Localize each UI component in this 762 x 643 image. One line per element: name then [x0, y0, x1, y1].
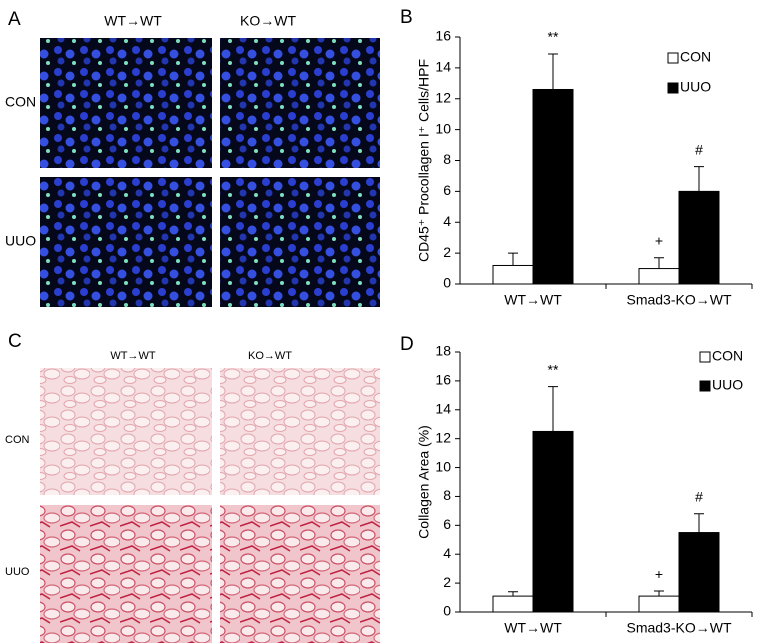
micrograph	[220, 177, 380, 307]
y-tick-label: 6	[443, 182, 451, 198]
y-tick-label: 12	[435, 429, 451, 445]
y-tick-label: 4	[443, 213, 451, 229]
x-tick-label: Smad3-KO→WT	[626, 292, 731, 308]
y-tick-label: 8	[443, 151, 451, 167]
row-label: UUO	[5, 233, 36, 249]
bar	[678, 532, 720, 613]
row-label: CON	[5, 94, 36, 110]
legend-label: CON	[712, 348, 743, 364]
significance-mark: #	[695, 488, 703, 504]
error-bar	[694, 513, 704, 533]
bar	[492, 264, 534, 285]
panel-label: A	[8, 9, 21, 30]
column-label: KO→WT	[248, 350, 292, 362]
bar	[638, 268, 680, 285]
row-label: UUO	[5, 566, 30, 578]
y-tick-label: 16	[435, 28, 451, 44]
x-tick-label: Smad3-KO→WT	[626, 620, 731, 636]
bar	[678, 190, 720, 285]
significance-mark: +	[655, 566, 663, 582]
error-bar	[508, 252, 518, 266]
x-tick-label: WT→WT	[504, 620, 562, 636]
y-tick-label: 16	[435, 372, 451, 388]
column-label: KO→WT	[240, 13, 296, 29]
micrograph	[40, 368, 212, 495]
panel-label: D	[400, 334, 414, 355]
y-tick-label: 4	[443, 545, 451, 561]
bar	[492, 595, 534, 613]
bar	[532, 88, 574, 285]
micrograph	[40, 505, 212, 643]
y-tick-label: 6	[443, 516, 451, 532]
error-bar	[694, 166, 704, 192]
legend-swatch	[699, 380, 711, 392]
micrograph	[40, 177, 212, 307]
y-axis-label: Collagen Area (%)	[416, 425, 432, 539]
micrograph	[220, 505, 380, 643]
micrograph	[220, 368, 380, 495]
row-label: CON	[5, 434, 30, 446]
y-tick-label: 10	[435, 120, 451, 136]
y-tick-label: 2	[443, 574, 451, 590]
bar	[638, 595, 680, 613]
error-bar	[508, 591, 518, 597]
legend-swatch	[667, 82, 679, 94]
y-tick-label: 12	[435, 89, 451, 105]
legend-swatch	[667, 52, 679, 64]
legend-label: UUO	[680, 79, 711, 95]
panel-label: C	[8, 331, 22, 352]
y-axis-label: CD45⁺ Procollagen I⁺ Cells/HPF	[416, 59, 432, 262]
legend-label: UUO	[712, 377, 743, 393]
y-tick-label: 0	[443, 275, 451, 291]
bar	[532, 430, 574, 613]
column-label: WT→WT	[104, 13, 162, 29]
error-bar	[654, 590, 664, 597]
y-tick-label: 14	[435, 400, 451, 416]
significance-mark: **	[548, 29, 559, 45]
significance-mark: #	[695, 141, 703, 157]
y-tick-label: 2	[443, 244, 451, 260]
y-tick-label: 18	[435, 343, 451, 359]
x-tick-label: WT→WT	[504, 292, 562, 308]
error-bar	[548, 386, 558, 432]
legend-label: CON	[680, 49, 711, 65]
column-label: WT→WT	[110, 350, 155, 362]
panel-label: B	[400, 7, 413, 28]
error-bar	[548, 53, 558, 90]
legend-swatch	[699, 351, 711, 363]
micrograph	[40, 38, 212, 168]
y-tick-label: 8	[443, 487, 451, 503]
error-bar	[654, 257, 664, 269]
y-tick-label: 10	[435, 458, 451, 474]
micrograph	[220, 38, 380, 168]
y-tick-label: 0	[443, 603, 451, 619]
significance-mark: **	[548, 361, 559, 377]
y-tick-label: 14	[435, 59, 451, 75]
significance-mark: +	[655, 232, 663, 248]
